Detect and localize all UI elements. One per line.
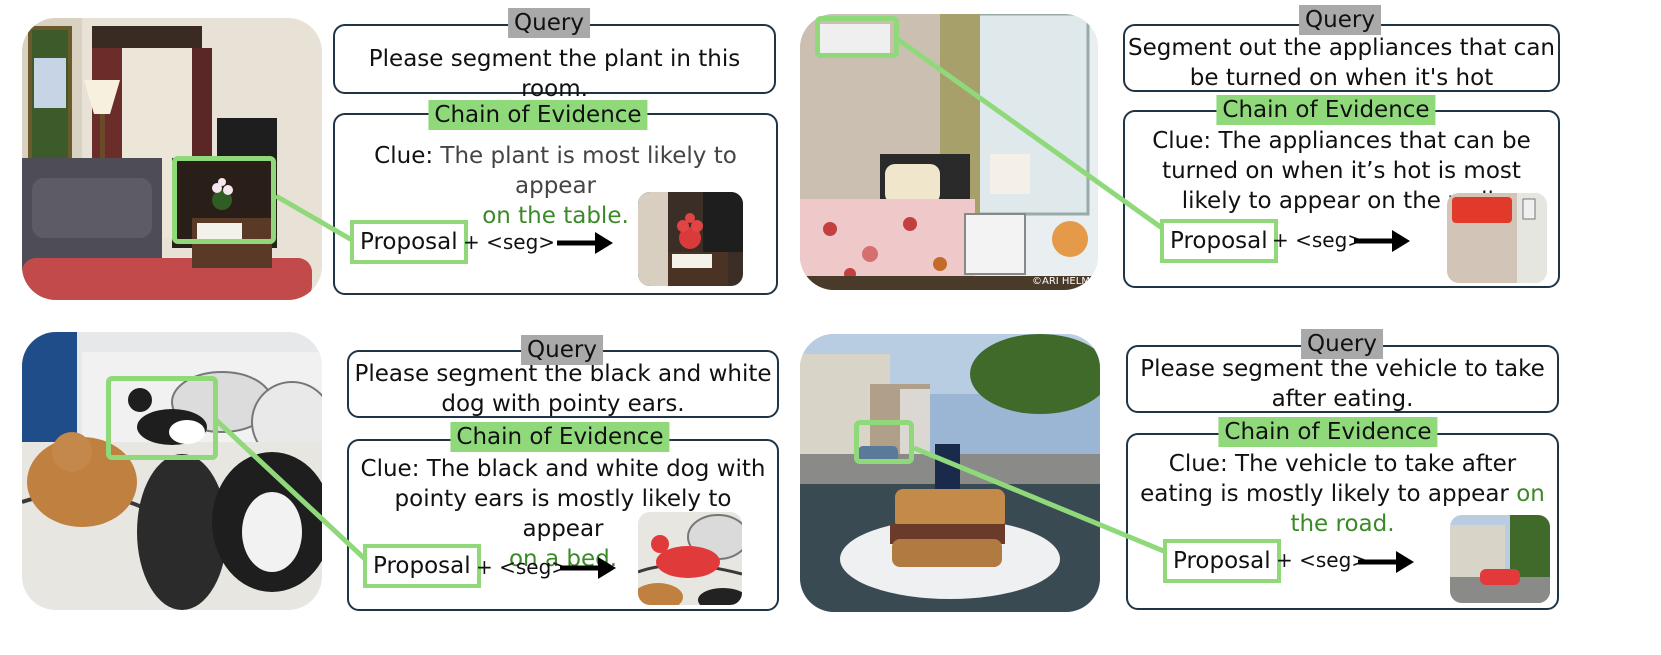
clue-text: Clue: The appliances that can be turned …: [1135, 126, 1548, 216]
clue-main: The vehicle to take after eating is most…: [1140, 451, 1517, 507]
arrow-icon: [1358, 551, 1414, 573]
query-label: Query: [521, 335, 603, 365]
query-text: Please segment the vehicle to take after…: [1140, 356, 1545, 412]
proposal-box: Proposal: [1160, 219, 1278, 263]
arrow-icon: [1354, 230, 1410, 252]
query-label: Query: [1299, 5, 1381, 35]
clue-main: The appliances that can be turned on whe…: [1162, 128, 1531, 214]
proposal-box: Proposal: [1163, 539, 1281, 583]
segmentation-result-thumbnail: [1450, 515, 1550, 603]
evidence-highlight-box: [172, 156, 276, 244]
dogs-on-bed-photo: [22, 332, 322, 610]
chain-of-evidence-label: Chain of Evidence: [1218, 417, 1438, 447]
clue-text: Clue: The black and white dog with point…: [357, 454, 769, 574]
query-text: Segment out the appliances that can be t…: [1127, 35, 1556, 91]
proposal-box: Proposal: [363, 544, 481, 588]
segmentation-result-thumbnail: [638, 192, 743, 286]
proposal-box: Proposal: [350, 220, 468, 264]
query-label: Query: [508, 8, 590, 38]
query-box: Please segment the plant in this room.: [333, 24, 776, 102]
chain-of-evidence-label: Chain of Evidence: [428, 100, 648, 130]
cafe-table-photo: [800, 334, 1100, 612]
clue-prefix: Clue:: [374, 143, 434, 169]
clue-main: The plant is most likely to appear: [440, 143, 737, 199]
evidence-highlight-box: [815, 16, 899, 58]
query-text: Please segment the plant in this room.: [368, 46, 741, 102]
query-label: Query: [1301, 329, 1383, 359]
clue-prefix: Clue:: [1168, 451, 1228, 477]
segmentation-result-thumbnail: [1447, 193, 1547, 283]
clue-prefix: Clue:: [360, 456, 420, 482]
clue-text: Clue: The vehicle to take after eating i…: [1136, 449, 1549, 539]
clue-main: The black and white dog with pointy ears…: [394, 456, 766, 542]
arrow-icon: [560, 557, 616, 579]
seg-token: + <seg>: [1276, 548, 1369, 572]
arrow-icon: [557, 232, 613, 254]
segmentation-result-thumbnail: [638, 512, 742, 605]
query-box: Segment out the appliances that can be t…: [1123, 24, 1560, 92]
clue-text: Clue: The plant is most likely to appear…: [339, 141, 772, 231]
watermark-text: ©ARI HELMINEN: [1032, 276, 1098, 287]
seg-token: + <seg>: [476, 555, 569, 579]
clue-green: on the table.: [482, 203, 629, 229]
chain-of-evidence-label: Chain of Evidence: [450, 422, 670, 452]
seg-token: + <seg>: [1272, 228, 1365, 252]
seg-token: + <seg>: [463, 230, 556, 254]
chain-of-evidence-label: Chain of Evidence: [1216, 95, 1436, 125]
evidence-highlight-box: [854, 420, 914, 464]
clue-green: on the road.: [1290, 481, 1545, 537]
query-text: Please segment the black and white dog w…: [354, 361, 772, 417]
clue-prefix: Clue:: [1152, 128, 1212, 154]
evidence-highlight-box: [106, 376, 218, 460]
